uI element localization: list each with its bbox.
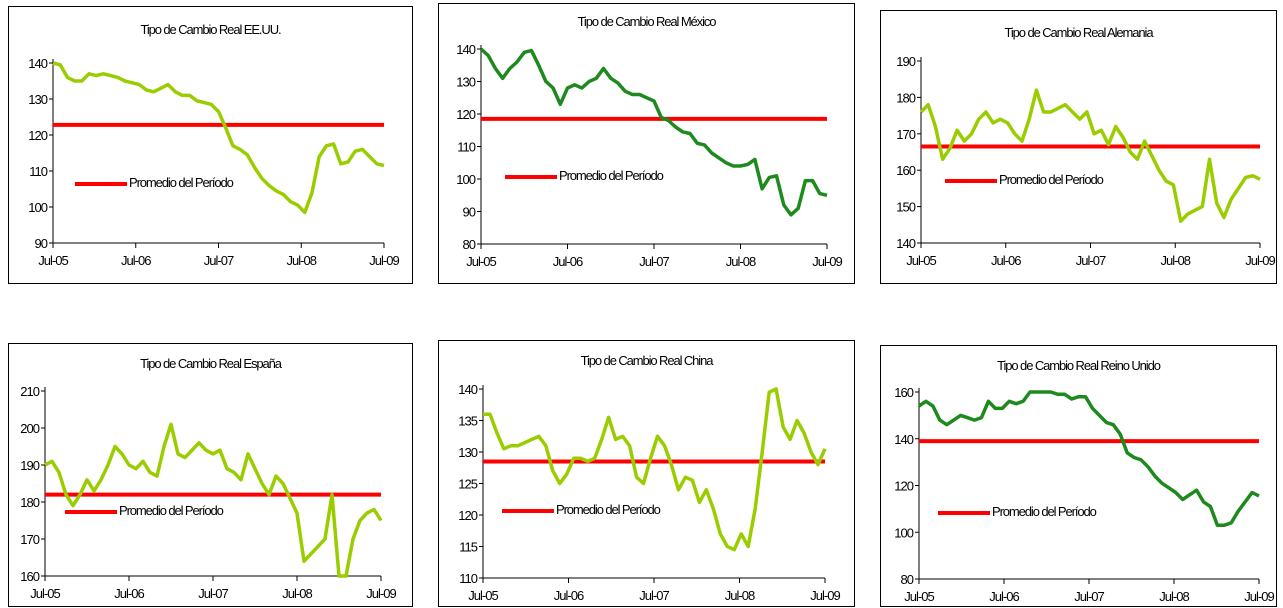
y-tick-label: 90 — [35, 236, 48, 251]
x-tick-label: Jul-07 — [639, 588, 669, 603]
chart-panel-eeuu: Tipo de Cambio Real EE.UU. 90 100 110 120 13… — [8, 6, 413, 284]
chart-plot: 160 170 180 190 200 210 Jul-05 Jul-06 Jul-07 Jul-… — [20, 384, 397, 601]
y-tick-label: 120 — [458, 508, 477, 523]
y-tick-label: 140 — [896, 236, 915, 251]
y-tick-label: 120 — [456, 107, 475, 122]
y-tick-label: 200 — [20, 421, 39, 436]
series-line — [44, 422, 383, 578]
series-line — [483, 387, 827, 552]
chart-plot: 90 100 110 120 130 140 Jul-05 Jul-06 Jul-07 Jul-0… — [28, 56, 400, 268]
y-tick-label: 130 — [458, 445, 477, 460]
chart-panel-mexico: Tipo de Cambio Real México 80 90 100 110 120… — [438, 3, 855, 284]
y-tick-label: 110 — [459, 571, 477, 586]
series-line — [918, 390, 1260, 527]
y-tick-label: 90 — [463, 205, 476, 220]
y-tick-label: 100 — [894, 525, 913, 540]
y-tick-label: 135 — [458, 414, 477, 429]
x-tick-label: Jul-08 — [726, 254, 756, 269]
y-tick-label: 180 — [896, 90, 915, 105]
series-line — [919, 88, 1261, 223]
chart-title: Tipo de Cambio Real Alemania — [1004, 25, 1154, 40]
chart-title: Tipo de Cambio Real México — [577, 14, 717, 29]
y-tick-label: 130 — [28, 92, 47, 107]
y-tick-label: 160 — [894, 385, 913, 400]
series-line — [479, 47, 828, 217]
x-tick-label: Jul-09 — [812, 254, 842, 269]
x-tick-label: Jul-06 — [991, 253, 1021, 268]
chart-title: Tipo de Cambio Real Reino Unido — [997, 358, 1161, 373]
x-tick-label: Jul-07 — [639, 254, 669, 269]
x-tick-label: Jul-06 — [121, 253, 151, 268]
chart-plot: 110 115 120 125 130 135 140 Jul-05 Jul-06 Jul-07 J… — [458, 382, 841, 603]
x-tick-label: Jul-06 — [554, 588, 584, 603]
x-tick-label: Jul-05 — [38, 253, 68, 268]
chart-title: Tipo de Cambio Real España — [140, 356, 282, 371]
x-tick-label: Jul-05 — [30, 586, 60, 601]
y-tick-label: 120 — [894, 479, 913, 494]
legend-label: Promedio del Período — [129, 175, 234, 190]
y-tick-label: 150 — [896, 200, 915, 215]
chart-title: Tipo de Cambio Real China — [580, 353, 714, 368]
chart-title: Tipo de Cambio Real EE.UU. — [140, 22, 282, 37]
chart-panel-alemania: Tipo de Cambio Real Alemania 140 150 160 17… — [880, 10, 1277, 284]
y-tick-label: 160 — [20, 569, 39, 584]
x-tick-label: Jul-08 — [1161, 253, 1191, 268]
x-tick-label: Jul-09 — [1245, 253, 1275, 268]
series-line — [52, 61, 385, 215]
x-tick-label: Jul-07 — [1074, 589, 1104, 604]
y-tick-label: 210 — [20, 384, 39, 399]
x-tick-label: Jul-07 — [198, 586, 228, 601]
y-tick-label: 190 — [896, 54, 915, 69]
chart-plot: 80 90 100 110 120 130 140 Jul-05 Jul-06 Jul-07 Jul… — [456, 42, 843, 269]
x-tick-label: Jul-05 — [468, 588, 498, 603]
x-tick-label: Jul-07 — [1076, 253, 1106, 268]
y-tick-label: 80 — [901, 572, 914, 587]
x-tick-label: Jul-08 — [287, 253, 317, 268]
x-tick-label: Jul-08 — [725, 588, 755, 603]
chart-plot: 140 150 160 170 180 190 Jul-05 Jul-06 Jul-07 Jul-… — [896, 54, 1276, 268]
x-tick-label: Jul-05 — [466, 254, 496, 269]
x-tick-label: Jul-09 — [1244, 589, 1274, 604]
y-tick-label: 170 — [20, 532, 39, 547]
chart-panel-reino-unido: Tipo de Cambio Real Reino Unido 80 100 120… — [880, 345, 1277, 607]
x-tick-label: Jul-08 — [282, 586, 312, 601]
x-tick-label: Jul-09 — [366, 586, 396, 601]
y-tick-label: 140 — [458, 382, 477, 397]
chart-panel-espana: Tipo de Cambio Real España 160 170 180 190 2… — [8, 343, 413, 607]
y-tick-label: 130 — [456, 75, 475, 90]
x-tick-label: Jul-05 — [904, 589, 934, 604]
legend-label: Promedio del Período — [999, 172, 1104, 187]
x-tick-label: Jul-05 — [906, 253, 936, 268]
y-tick-label: 100 — [456, 172, 475, 187]
x-tick-label: Jul-07 — [204, 253, 234, 268]
legend-label: Promedio del Período — [559, 168, 664, 183]
y-tick-label: 125 — [458, 477, 477, 492]
y-tick-label: 110 — [457, 140, 475, 155]
y-tick-label: 170 — [896, 127, 915, 142]
x-tick-label: Jul-06 — [989, 589, 1019, 604]
x-tick-label: Jul-09 — [810, 588, 840, 603]
y-tick-label: 110 — [29, 164, 47, 179]
y-tick-label: 100 — [28, 200, 47, 215]
chart-plot: 80 100 120 140 160 Jul-05 Jul-06 Jul-07 Jul-08 Ju… — [894, 385, 1275, 604]
chart-panel-china: Tipo de Cambio Real China 110 115 120 125 13… — [438, 340, 855, 607]
legend-label: Promedio del Período — [556, 502, 661, 517]
y-tick-label: 140 — [456, 42, 475, 57]
x-tick-label: Jul-08 — [1159, 589, 1189, 604]
y-tick-label: 190 — [20, 458, 39, 473]
y-tick-label: 80 — [463, 237, 476, 252]
legend-label: Promedio del Período — [119, 503, 224, 518]
x-tick-label: Jul-09 — [369, 253, 399, 268]
y-tick-label: 115 — [459, 540, 477, 555]
y-tick-label: 180 — [20, 495, 39, 510]
y-tick-label: 140 — [894, 432, 913, 447]
y-tick-label: 140 — [28, 56, 47, 71]
x-tick-label: Jul-06 — [114, 586, 144, 601]
y-tick-label: 160 — [896, 163, 915, 178]
x-tick-label: Jul-06 — [553, 254, 583, 269]
y-tick-label: 120 — [28, 128, 47, 143]
legend-label: Promedio del Período — [992, 504, 1097, 519]
